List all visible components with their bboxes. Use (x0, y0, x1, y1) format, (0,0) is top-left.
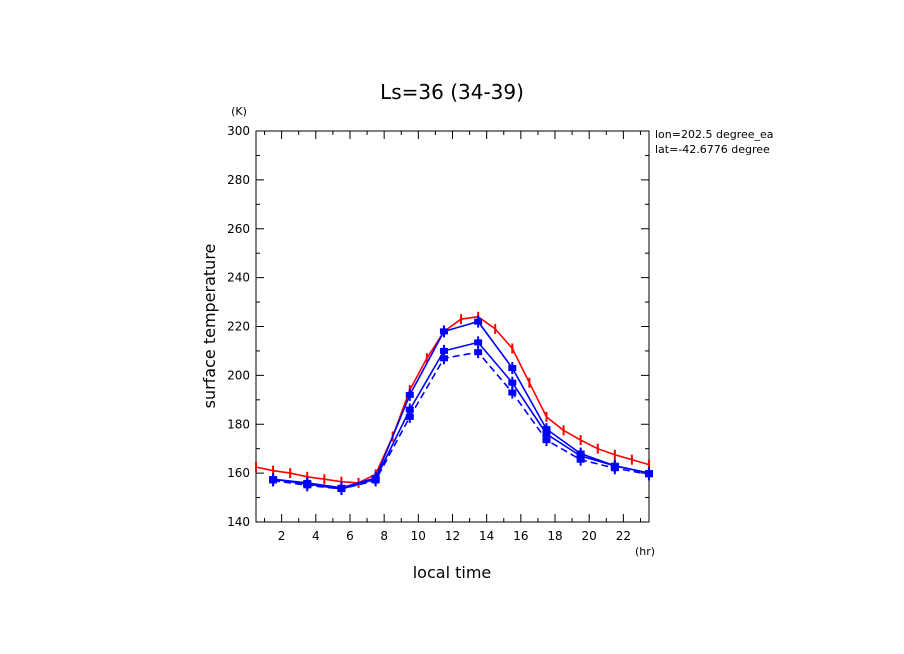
data-point (439, 347, 448, 354)
data-point (508, 365, 517, 372)
data-point (610, 465, 619, 472)
x-tick-label: 6 (346, 529, 354, 543)
x-tick-label: 8 (380, 529, 388, 543)
x-tick-label: 10 (411, 529, 426, 543)
y-tick-label: 280 (227, 173, 250, 187)
chart-title: Ls=36 (34-39) (380, 80, 524, 104)
y-tick-label: 300 (227, 124, 250, 138)
x-unit-label: (hr) (635, 545, 655, 558)
y-axis-title: surface temperature (200, 244, 219, 409)
x-tick-label: 4 (312, 529, 320, 543)
data-point (542, 431, 551, 438)
data-point (439, 328, 448, 335)
series-line (255, 315, 650, 484)
y-tick-label: 220 (227, 320, 250, 334)
data-point (474, 318, 483, 325)
y-tick-label: 260 (227, 222, 250, 236)
data-point (474, 339, 483, 346)
series-0 (255, 311, 650, 488)
data-point (508, 379, 517, 386)
series-1 (269, 315, 653, 494)
data-point (405, 391, 414, 398)
series-3 (269, 346, 653, 496)
y-tick-label: 200 (227, 368, 250, 382)
data-point (371, 477, 380, 484)
x-tick-label: 12 (445, 529, 460, 543)
data-point (337, 486, 346, 493)
x-axis-title: local time (413, 563, 492, 582)
data-point (576, 456, 585, 463)
y-tick-label: 140 (227, 515, 250, 529)
data-point (439, 355, 448, 362)
lon-annotation: lon=202.5 degree_ea (655, 128, 774, 141)
series-line (273, 320, 650, 489)
series-2 (269, 336, 653, 496)
data-point (645, 471, 653, 478)
axis-ticks: 2 4 6 8 10 12 14 16 18 20 22 140 160 180 200 220 240 260 2… (227, 124, 649, 543)
x-tick-label: 22 (616, 529, 631, 543)
data-point (542, 437, 551, 444)
x-tick-label: 18 (547, 529, 562, 543)
y-tick-label: 180 (227, 417, 250, 431)
data-point (474, 349, 483, 356)
series-line (272, 351, 650, 490)
data-point (405, 406, 414, 413)
data-point (405, 413, 414, 420)
plot-frame (255, 130, 650, 523)
data-point (269, 477, 278, 484)
data-point (508, 389, 517, 396)
x-tick-label: 14 (479, 529, 494, 543)
y-tick-label: 240 (227, 271, 250, 285)
x-tick-label: 2 (278, 529, 286, 543)
data-point (303, 482, 312, 489)
series-line (272, 341, 650, 490)
series-layer (255, 311, 653, 496)
y-unit-label: (K) (231, 105, 247, 118)
x-tick-label: 20 (582, 529, 597, 543)
lat-annotation: lat=-42.6776 degree (655, 143, 770, 156)
y-tick-label: 160 (227, 466, 250, 480)
x-tick-label: 16 (513, 529, 528, 543)
